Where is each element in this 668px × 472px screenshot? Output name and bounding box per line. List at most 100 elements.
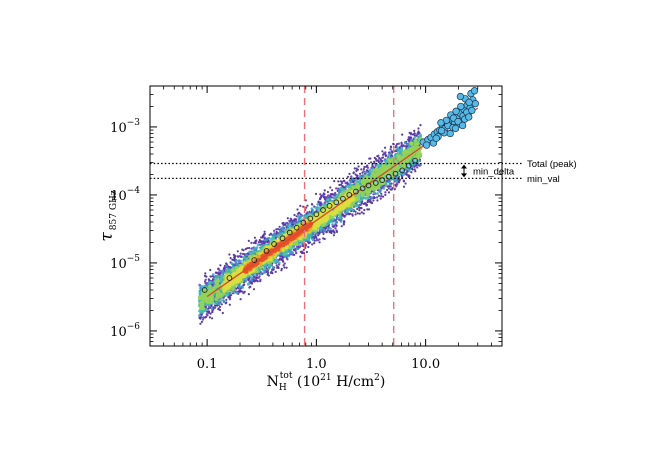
density-dot: [298, 216, 302, 219]
density-dot: [359, 206, 362, 210]
density-dot: [383, 152, 386, 155]
density-dot: [333, 180, 336, 183]
density-dot: [239, 252, 242, 255]
density-dot: [296, 247, 300, 251]
density-dot: [202, 316, 205, 319]
density-dot: [351, 213, 354, 216]
density-dot: [266, 268, 270, 271]
density-dot: [356, 168, 359, 171]
density-dot: [295, 215, 298, 218]
density-dot: [239, 298, 242, 301]
density-dot: [319, 201, 322, 204]
density-dot: [384, 154, 388, 158]
density-dot: [373, 196, 376, 199]
density-dot: [332, 229, 335, 232]
density-dot: [413, 132, 416, 135]
density-dot: [343, 215, 346, 218]
density-dot: [282, 252, 286, 257]
density-dot: [341, 180, 344, 183]
density-dot: [224, 268, 229, 273]
density-dot: [248, 246, 251, 250]
density-dot: [329, 186, 332, 189]
density-dot: [335, 230, 339, 233]
density-dot: [228, 296, 232, 299]
density-dot: [385, 180, 389, 183]
density-dot: [278, 230, 282, 233]
density-dot: [294, 218, 297, 221]
density-dot: [305, 206, 308, 209]
density-dot: [407, 169, 411, 173]
density-dot: [209, 268, 212, 272]
density-dot: [365, 196, 369, 200]
density-dot: [334, 227, 337, 230]
density-dot: [314, 234, 317, 238]
density-dot: [217, 267, 220, 270]
density-dot: [286, 217, 289, 220]
density-dot: [267, 236, 271, 240]
density-dot: [314, 206, 317, 209]
density-dot: [218, 272, 221, 276]
density-dot: [407, 175, 411, 179]
density-dot: [410, 171, 413, 174]
density-dot: [284, 222, 287, 225]
density-dot: [283, 266, 286, 269]
density-dot: [208, 316, 211, 319]
density-dot: [368, 168, 372, 172]
density-dot: [253, 273, 257, 277]
density-dot: [375, 159, 378, 162]
density-dot: [239, 259, 243, 263]
density-dot: [241, 252, 245, 256]
density-dot: [377, 160, 380, 163]
density-dot: [376, 163, 380, 167]
density-dot: [394, 150, 397, 153]
density-dot: [275, 264, 278, 267]
density-dot: [377, 194, 381, 197]
density-dot: [247, 293, 250, 296]
density-dot: [413, 129, 416, 132]
density-dot: [274, 270, 277, 273]
density-dot: [384, 191, 387, 194]
density-dot: [293, 213, 296, 217]
density-dot: [387, 187, 391, 190]
density-dot: [199, 322, 202, 325]
density-dot: [370, 161, 373, 164]
density-dot: [360, 193, 365, 197]
density-dot: [299, 204, 302, 207]
density-dot: [323, 237, 326, 241]
density-dot: [207, 278, 210, 281]
density-dot: [219, 305, 222, 308]
density-dot: [248, 286, 251, 289]
density-dot: [387, 158, 391, 162]
density-dot: [223, 266, 226, 269]
density-dot: [368, 157, 371, 160]
density-dot: [306, 204, 309, 207]
density-dot: [203, 274, 207, 277]
density-dot: [334, 220, 338, 224]
density-dot: [275, 228, 278, 231]
density-dot: [302, 252, 306, 255]
density-dot: [396, 150, 401, 154]
density-dot: [263, 241, 266, 244]
density-dot: [375, 196, 379, 199]
density-dot: [416, 133, 419, 136]
density-dot: [356, 207, 359, 211]
density-dot: [377, 154, 380, 157]
density-dot: [414, 170, 417, 173]
density-dot: [289, 248, 293, 252]
density-dot: [263, 232, 266, 236]
density-dot: [252, 288, 256, 291]
density-dot: [367, 208, 371, 211]
density-dot: [256, 243, 260, 247]
density-dot: [299, 255, 302, 258]
density-dot: [263, 230, 266, 233]
density-dot: [419, 124, 422, 127]
density-dot: [222, 299, 226, 303]
density-dot: [277, 261, 281, 265]
density-dot: [339, 187, 344, 191]
density-dot: [323, 189, 326, 192]
density-dot: [331, 189, 334, 192]
density-dot: [329, 193, 332, 196]
density-dot: [307, 245, 310, 249]
density-dot: [401, 150, 406, 155]
density-dot: [370, 167, 374, 170]
